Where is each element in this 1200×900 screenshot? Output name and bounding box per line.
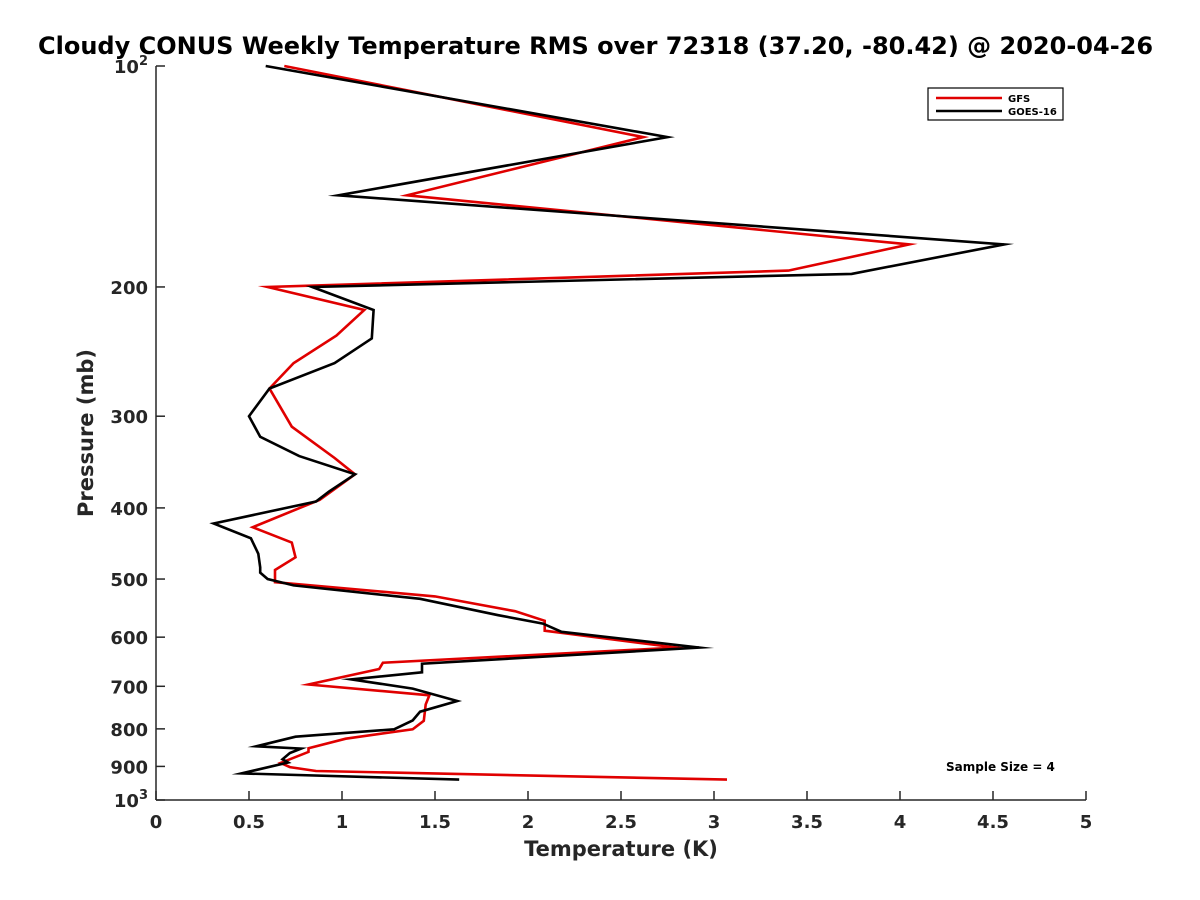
- x-tick-label: 1: [336, 812, 349, 833]
- y-tick-label: 300: [110, 407, 148, 428]
- x-tick-label: 5: [1080, 812, 1093, 833]
- y-tick-label: 500: [110, 570, 148, 591]
- chart-title: Cloudy CONUS Weekly Temperature RMS over…: [38, 32, 1153, 60]
- legend-box: [927, 87, 1064, 121]
- x-tick-label: 2: [522, 812, 535, 833]
- x-tick-label: 1.5: [419, 812, 451, 833]
- y-tick-label: 102: [114, 54, 148, 78]
- y-ticks: 102 200 300 400 500 600 700 800 900 103: [110, 54, 165, 812]
- series-line-goes-16: [209, 64, 1015, 781]
- series-line-gfs: [249, 64, 918, 781]
- legend-label-goes-16: GOES-16: [1008, 107, 1057, 118]
- x-tick-label: 4.5: [977, 812, 1009, 833]
- x-ticks: 0 0.5 1 1.5 2 2.5 3 3.5 4 4.5 5: [150, 791, 1093, 833]
- x-tick-label: 4: [894, 812, 907, 833]
- sample-size-annotation: Sample Size = 4: [946, 760, 1055, 774]
- y-axis-label: Pressure (mb): [74, 349, 98, 517]
- y-tick-label: 900: [110, 757, 148, 778]
- y-tick-label: 400: [110, 499, 148, 520]
- y-tick-label: 700: [110, 677, 148, 698]
- series-layer: [209, 64, 1015, 781]
- x-tick-label: 3.5: [791, 812, 823, 833]
- x-tick-label: 0.5: [233, 812, 265, 833]
- y-tick-label: 800: [110, 720, 148, 741]
- x-tick-label: 3: [708, 812, 721, 833]
- legend-label-gfs: GFS: [1008, 94, 1030, 105]
- x-tick-label: 0: [150, 812, 163, 833]
- legend: GFS GOES-16: [927, 87, 1064, 121]
- x-axis-label: Temperature (K): [524, 837, 718, 861]
- x-tick-label: 2.5: [605, 812, 637, 833]
- y-tick-label: 200: [110, 278, 148, 299]
- y-tick-label: 103: [114, 788, 148, 812]
- y-tick-label: 600: [110, 628, 148, 649]
